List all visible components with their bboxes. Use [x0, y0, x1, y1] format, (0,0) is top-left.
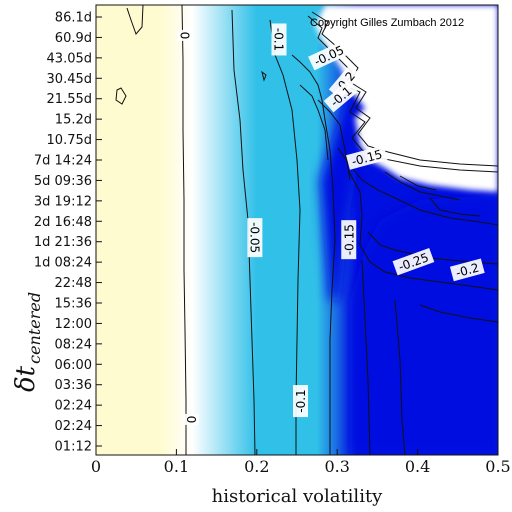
- y-tick-label: 10.75d: [47, 133, 92, 148]
- x-tick-label: 0.4: [405, 457, 430, 476]
- y-tick-label: 15.2d: [55, 113, 92, 128]
- y-axis-label-main: δt: [11, 365, 41, 392]
- contour-line: [347, 169, 498, 291]
- contour-label-background: [271, 23, 287, 56]
- contour-label-background: [293, 385, 309, 418]
- contour-label-background: [323, 80, 358, 113]
- contour-line: [384, 171, 461, 201]
- x-tick-label: 0: [91, 457, 101, 476]
- y-tick-label: 3d 19:12: [34, 194, 92, 209]
- contour-line: [261, 70, 267, 82]
- contour-label: 0: [183, 413, 199, 425]
- contour-line: [307, 15, 498, 173]
- contour-line: [429, 197, 481, 217]
- contour-label-background: [449, 258, 485, 282]
- x-tick-label: 0.5: [485, 457, 510, 476]
- contour-label: -0.1: [271, 23, 287, 56]
- heatmap-no-data-region: [315, 5, 498, 192]
- y-tick-label: 02:24: [55, 419, 92, 434]
- contour-label-text: -0.05: [247, 222, 261, 253]
- contour-line: [311, 11, 498, 167]
- x-axis-ticks: 0 0.1 0.2 0.3 0.4 0.5: [91, 449, 511, 476]
- y-tick-label: 21.55d: [47, 92, 92, 107]
- contour-line: [337, 147, 498, 226]
- y-tick-label: 7d 14:24: [34, 154, 92, 169]
- contour-line: [181, 5, 187, 455]
- y-tick-label: 03:36: [55, 378, 92, 393]
- contour-line: [115, 87, 127, 105]
- y-tick-label: 02:24: [55, 399, 92, 414]
- y-tick-label: 22:48: [55, 276, 92, 291]
- contour-label-background: [346, 145, 388, 170]
- y-tick-label: 30.45d: [47, 72, 92, 87]
- y-tick-label: 2d 16:48: [34, 215, 92, 230]
- y-axis-label-sub: centered: [25, 292, 44, 364]
- y-tick-label: 1d 21:36: [34, 235, 92, 250]
- contour-line: [394, 299, 406, 455]
- contour-line: [291, 54, 336, 455]
- contour-label-text: 0: [184, 416, 198, 424]
- x-axis-label: historical volatility: [212, 486, 384, 507]
- contour-line: [126, 5, 144, 35]
- copyright-text: Copyright Gilles Zumbach 2012: [310, 17, 464, 29]
- heatmap-deep-blue-region: [350, 195, 498, 455]
- contour-label-background: [183, 413, 199, 425]
- contour-line: [419, 304, 498, 323]
- contour-label: -0.1: [293, 385, 309, 418]
- contour-label-background: [177, 29, 193, 41]
- y-tick-label: 15:36: [55, 297, 92, 312]
- contour-label-background: [341, 220, 357, 260]
- contour-label-text: -0.1: [294, 389, 308, 412]
- y-tick-label: 06:00: [55, 358, 92, 373]
- plot-frame: [95, 4, 499, 456]
- y-tick-label: 5d 09:36: [34, 174, 92, 189]
- contour-label: 0: [177, 29, 193, 41]
- heatmap-deep-blue-band: [320, 90, 370, 300]
- plot-area: [96, 5, 498, 455]
- y-tick-label: 01:12: [55, 440, 92, 455]
- contour-lines: [115, 5, 498, 455]
- contour-line: [399, 175, 437, 191]
- y-tick-label: 08:24: [55, 337, 92, 352]
- y-tick-label: 12:00: [55, 317, 92, 332]
- contour-label-background: [392, 247, 435, 276]
- svg-text:δtcentered: δtcentered: [11, 292, 44, 392]
- y-tick-label: 60.9d: [55, 31, 92, 46]
- contour-label-text: -0.2: [454, 261, 480, 281]
- contour-line: [269, 19, 301, 455]
- contour-line: [361, 259, 371, 455]
- contour-label: -0.15: [341, 220, 357, 260]
- contour-label-text: -0.15: [342, 224, 356, 255]
- x-tick-label: 0.3: [324, 457, 349, 476]
- contour-label: -0.05: [247, 218, 263, 258]
- contour-label-background: [308, 40, 350, 71]
- contour-label-text: -0.1: [272, 28, 286, 51]
- y-tick-label: 86.1d: [55, 11, 92, 26]
- y-axis-ticks: 01:12 02:24 02:24 03:36 06:00 08:24 12:00 15:36…: [34, 11, 102, 455]
- contour-label-background: [247, 218, 263, 258]
- y-axis-label: δtcentered: [11, 292, 44, 392]
- contour-label-text: 0: [177, 32, 191, 40]
- x-tick-label: 0.1: [164, 457, 189, 476]
- contour-label: -0.2: [449, 258, 485, 282]
- contour-line: [299, 84, 329, 161]
- x-tick-label: 0.2: [244, 457, 269, 476]
- y-tick-label: 1d 08:24: [34, 256, 92, 271]
- heatmap-positive-spot: [100, 5, 130, 200]
- y-tick-label: 43.05d: [47, 51, 92, 66]
